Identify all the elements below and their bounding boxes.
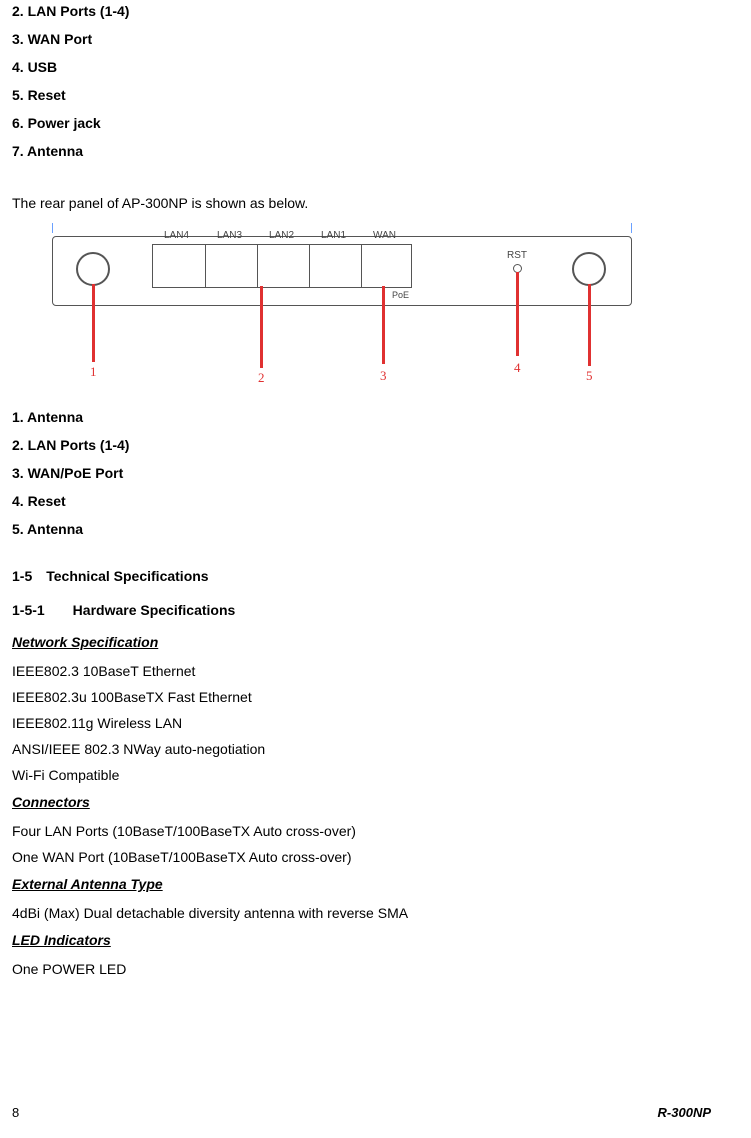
- spec-group-antenna: External Antenna Type 4dBi (Max) Dual de…: [12, 876, 711, 920]
- spec-line: IEEE802.3 10BaseT Ethernet: [12, 664, 711, 678]
- spec-line: Wi-Fi Compatible: [12, 768, 711, 782]
- spec-group-title: External Antenna Type: [12, 876, 711, 892]
- callout-number: 4: [514, 360, 521, 376]
- spec-line: Four LAN Ports (10BaseT/100BaseTX Auto c…: [12, 824, 711, 838]
- port-label: LAN1: [321, 230, 346, 241]
- bottom-feature-list: 1. Antenna 2. LAN Ports (1-4) 3. WAN/PoE…: [12, 410, 711, 536]
- list-item: 7. Antenna: [12, 144, 711, 158]
- list-item: 5. Antenna: [12, 522, 711, 536]
- callout-line: [92, 284, 95, 362]
- rear-panel-intro: The rear panel of AP-300NP is shown as b…: [12, 194, 711, 212]
- antenna-left-icon: [76, 252, 110, 286]
- callout-number: 5: [586, 368, 593, 384]
- spec-group-title: Network Specification: [12, 634, 711, 650]
- list-item: 4. USB: [12, 60, 711, 74]
- alignment-tick: [52, 223, 53, 233]
- spec-line: IEEE802.3u 100BaseTX Fast Ethernet: [12, 690, 711, 704]
- port-block: [152, 244, 412, 288]
- callout-line: [588, 284, 591, 366]
- callout-number: 3: [380, 368, 387, 384]
- list-item: 5. Reset: [12, 88, 711, 102]
- alignment-tick: [631, 223, 632, 233]
- document-page: 2. LAN Ports (1-4) 3. WAN Port 4. USB 5.…: [0, 0, 751, 1138]
- rst-label: RST: [507, 250, 527, 261]
- callout-line: [516, 272, 519, 356]
- spec-group-connectors: Connectors Four LAN Ports (10BaseT/100Ba…: [12, 794, 711, 864]
- list-item: 3. WAN Port: [12, 32, 711, 46]
- spec-line: One POWER LED: [12, 962, 711, 976]
- poe-label: PoE: [392, 290, 409, 300]
- spec-group-title: Connectors: [12, 794, 711, 810]
- callout-line: [382, 286, 385, 364]
- port-label: LAN2: [269, 230, 294, 241]
- spec-line: IEEE802.11g Wireless LAN: [12, 716, 711, 730]
- spec-line: ANSI/IEEE 802.3 NWay auto-negotiation: [12, 742, 711, 756]
- list-item: 1. Antenna: [12, 410, 711, 424]
- callout-line: [260, 286, 263, 368]
- section-1-5-heading: 1-5 Technical Specifications: [12, 568, 711, 584]
- callout-number: 1: [90, 364, 97, 380]
- spec-line: 4dBi (Max) Dual detachable diversity ant…: [12, 906, 711, 920]
- rear-panel-diagram: LAN4 LAN3 LAN2 LAN1 WAN PoE RST 1 2 3 4 …: [52, 228, 711, 388]
- spec-group-network: Network Specification IEEE802.3 10BaseT …: [12, 634, 711, 782]
- port-divider: [361, 245, 362, 287]
- port-label: LAN3: [217, 230, 242, 241]
- callout-number: 2: [258, 370, 265, 386]
- port-divider: [257, 245, 258, 287]
- spec-group-title: LED Indicators: [12, 932, 711, 948]
- list-item: 2. LAN Ports (1-4): [12, 4, 711, 18]
- port-label: WAN: [373, 230, 396, 241]
- spec-group-led: LED Indicators One POWER LED: [12, 932, 711, 976]
- page-footer: 8 R-300NP: [12, 1105, 711, 1120]
- section-1-5-1-heading: 1-5-1 Hardware Specifications: [12, 602, 711, 618]
- list-item: 4. Reset: [12, 494, 711, 508]
- model-name: R-300NP: [658, 1105, 711, 1120]
- antenna-right-icon: [572, 252, 606, 286]
- port-divider: [309, 245, 310, 287]
- port-divider: [205, 245, 206, 287]
- list-item: 3. WAN/PoE Port: [12, 466, 711, 480]
- page-number: 8: [12, 1105, 19, 1120]
- spec-line: One WAN Port (10BaseT/100BaseTX Auto cro…: [12, 850, 711, 864]
- list-item: 6. Power jack: [12, 116, 711, 130]
- port-label: LAN4: [164, 230, 189, 241]
- top-feature-list: 2. LAN Ports (1-4) 3. WAN Port 4. USB 5.…: [12, 4, 711, 158]
- list-item: 2. LAN Ports (1-4): [12, 438, 711, 452]
